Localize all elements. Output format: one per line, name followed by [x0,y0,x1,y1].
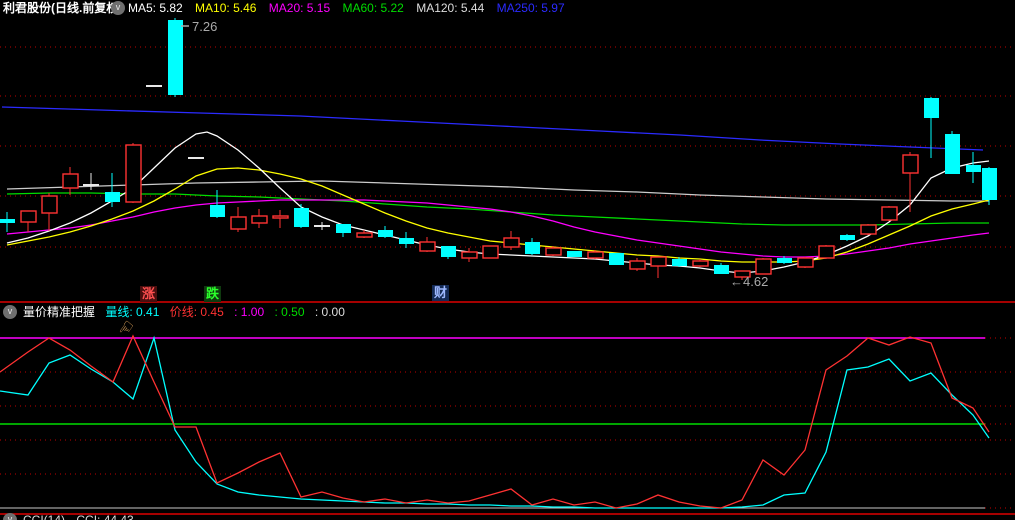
indicator-param-level0: : 0.00 [314,305,345,319]
indicator-param-volume-line: 量线: 0.41 [105,305,160,319]
high-price-label: 7.26 [192,19,218,34]
indicator-name: 量价精准把握 [23,305,96,319]
watermark-fall: 跌 [204,286,221,302]
watermark-wealth: 财 [432,285,449,301]
indicator-param-level05: : 0.50 [274,305,305,319]
indicator-collapse-chevron-icon[interactable]: v [3,305,17,319]
watermark-rise: 涨 [140,286,157,302]
ma20-label: MA20: 5.15 [268,1,331,15]
indicator-param-level1: : 1.00 [234,305,265,319]
ma250-label: MA250: 5.97 [496,1,565,15]
indicator-header-row: 量价精准把握 量线: 0.41 价线: 0.45 : 1.00 : 0.50 :… [23,305,352,319]
ma120-label: MA120: 5.44 [416,1,485,15]
ma5-label: MA5: 5.82 [128,1,183,15]
collapse-chevron-icon[interactable]: v [111,1,125,15]
stock-title: 利君股份(日线.前复权) [3,1,123,15]
cci-collapse-chevron-icon[interactable]: v [3,513,17,520]
ma60-label: MA60: 5.22 [342,1,404,15]
cci-header-row: CCI(14) CCI: 44.43 [23,513,142,520]
low-price-label: ←4.62 [730,274,769,289]
cci-value-label: CCI: 44.43 [76,513,134,520]
ma10-label: MA10: 5.46 [195,1,257,15]
ma-legend-row: MA5: 5.82 MA10: 5.46 MA20: 5.15 MA60: 5.… [128,1,574,15]
cci-name-label: CCI(14) [23,513,66,520]
indicator-param-price-line: 价线: 0.45 [169,305,224,319]
